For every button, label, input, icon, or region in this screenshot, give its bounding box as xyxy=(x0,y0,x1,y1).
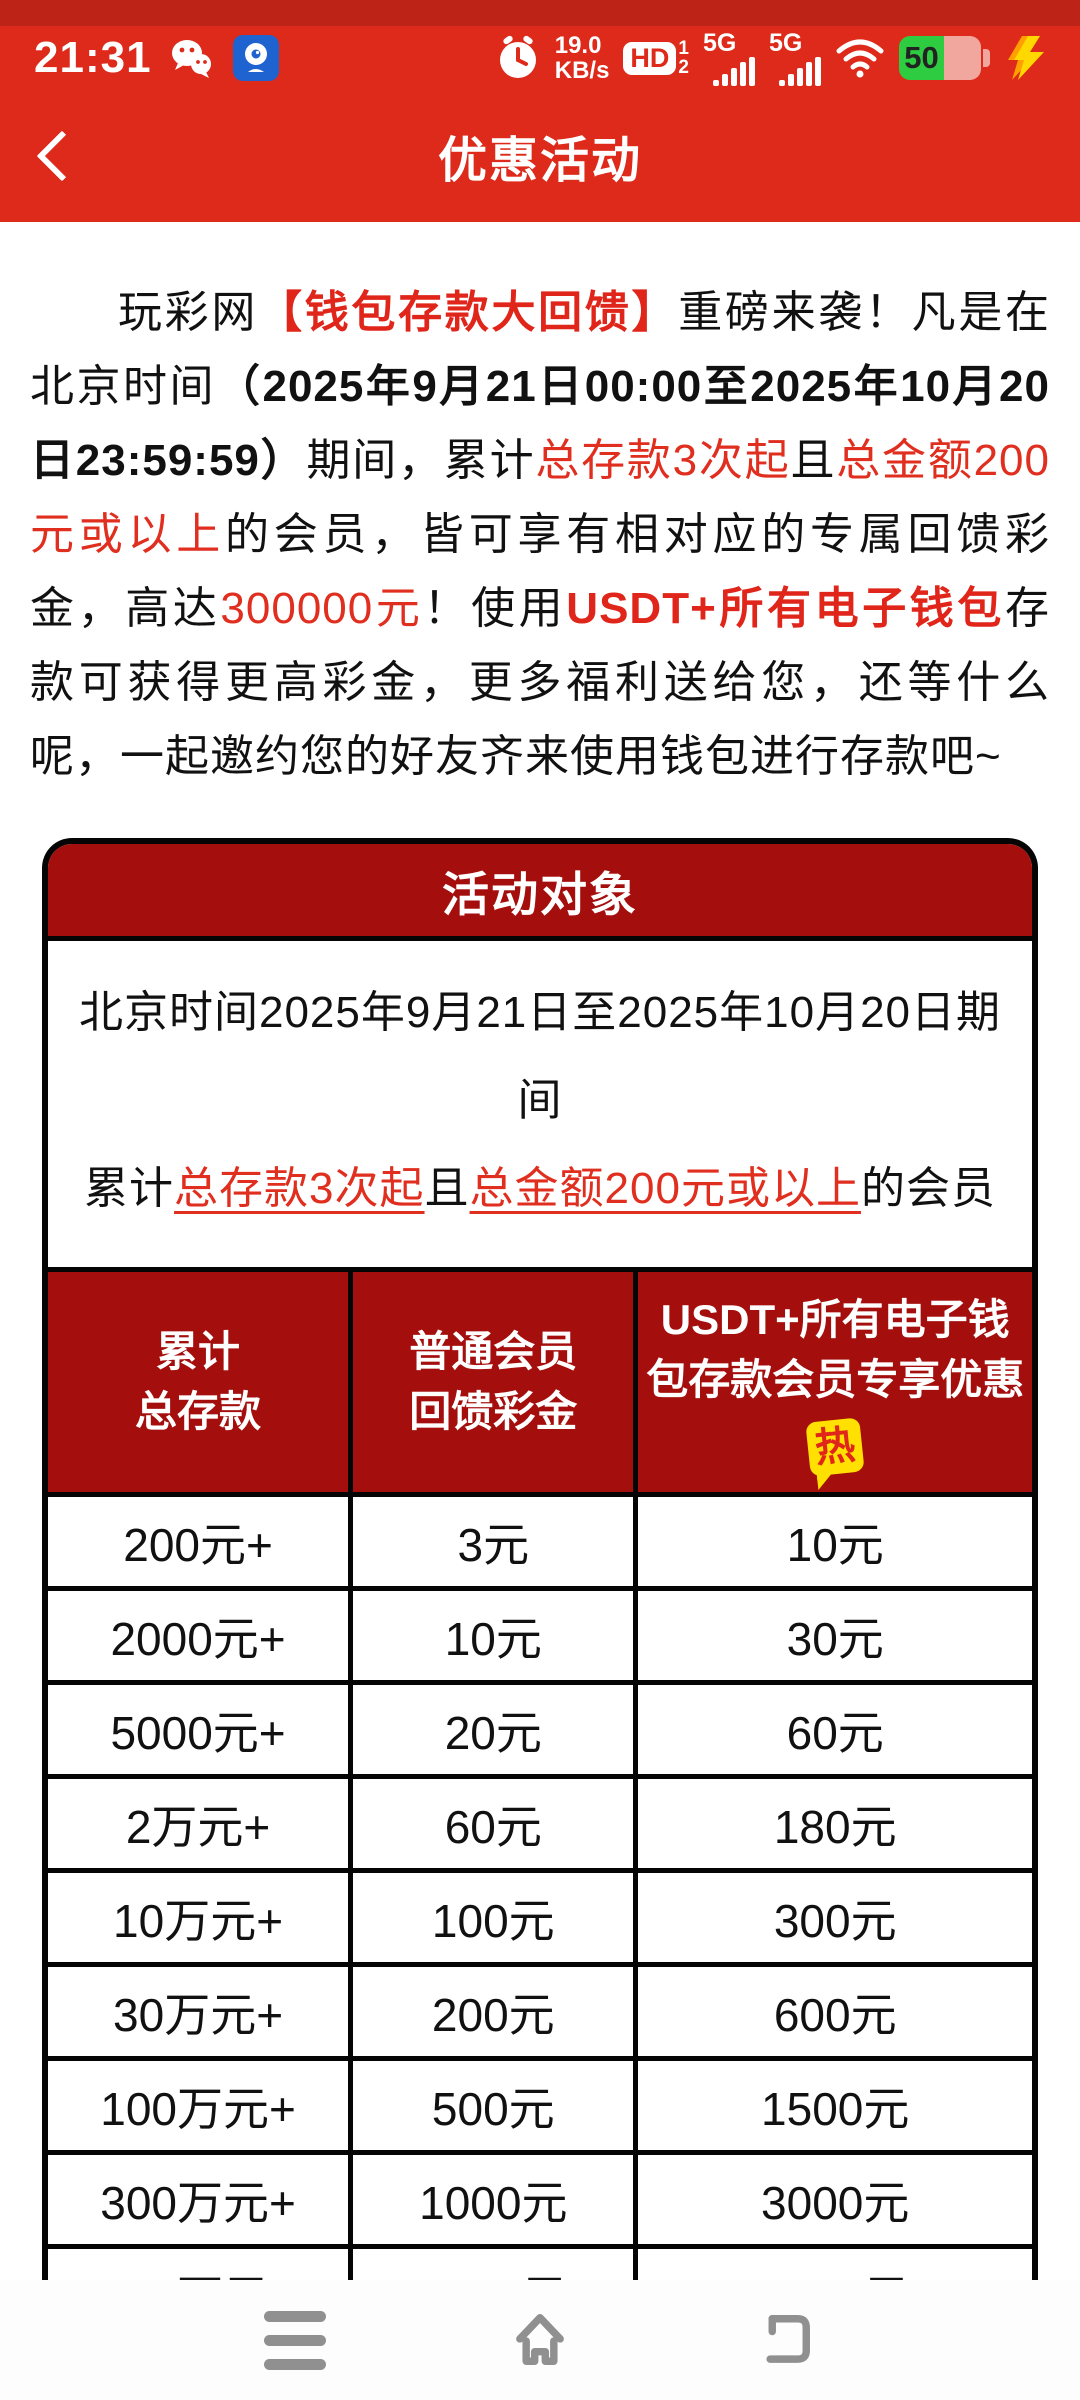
text-segment: 总金额200元或以上 xyxy=(30,436,1051,559)
table-cell: 2000元 xyxy=(348,2249,634,2280)
text-segment: USDT+所有电子钱包 xyxy=(566,584,1006,633)
text-segment: 存款可获得更高彩金，更多福利送给您，还等什么呢，一起邀约您的好友齐来使用钱包进行… xyxy=(30,584,1051,781)
promo-paragraph: 玩彩网【钱包存款大回馈】重磅来袭！凡是在北京时间（2025年9月21日00:00… xyxy=(30,276,1050,794)
back-icon xyxy=(766,2315,810,2363)
table-header-row: 累计 总存款 普通会员 回馈彩金 USDT+所有电子钱 包存款会员专享优惠热 xyxy=(48,1272,1032,1492)
sim1-signal-icon: 5G xyxy=(703,30,755,86)
text-segment: 且 xyxy=(790,436,837,485)
android-nav-bar xyxy=(0,2280,1080,2400)
text-segment: 期间，累计 xyxy=(306,436,536,485)
table-cell: 2000元+ xyxy=(48,1591,349,1680)
screen-recorder-icon xyxy=(232,34,280,82)
table-cell: 100万元+ xyxy=(48,2061,349,2150)
table-cell: 180元 xyxy=(633,1779,1032,1868)
home-icon xyxy=(516,2313,564,2365)
table-header-cell: USDT+所有电子钱 包存款会员专享优惠热 xyxy=(633,1272,1032,1492)
text-segment: 且 xyxy=(424,1164,470,1213)
clock-time: 21:31 xyxy=(34,33,152,82)
table-row: 2000元+ 10元 30元 xyxy=(48,1586,1032,1680)
table-row: 5000元+ 20元 60元 xyxy=(48,1680,1032,1774)
table-cell: 3000元 xyxy=(633,2155,1032,2244)
table-cell: 600元 xyxy=(633,1967,1032,2056)
activity-scope: 北京时间2025年9月21日至2025年10月20日期间 累计总存款3次起且总金… xyxy=(48,941,1032,1272)
table-cell: 600万元+ xyxy=(48,2249,349,2280)
table-cell: 20元 xyxy=(348,1685,634,1774)
table-cell: 300元 xyxy=(633,1873,1032,1962)
table-cell: 10万元+ xyxy=(48,1873,349,1962)
activity-scope-line1: 北京时间2025年9月21日至2025年10月20日期间 xyxy=(78,988,1002,1125)
text-segment: 累计 xyxy=(84,1164,175,1213)
sim2-signal-icon: 5G xyxy=(769,30,821,86)
table-cell: 30元 xyxy=(633,1591,1032,1680)
table-cell: 1000元 xyxy=(348,2155,634,2244)
table-body: 200元+ 3元 10元 2000元+ 10元 30元 5000元+ 20元 60元 2万元+ 60… xyxy=(48,1492,1032,2280)
table-cell: 6000元 xyxy=(633,2249,1032,2280)
text-segment: （2025年9月21日00:00至2025年10月20日23:59:59） xyxy=(30,362,1050,485)
charging-bolt-icon xyxy=(1004,34,1046,82)
activity-scope-line2: 累计总存款3次起且总金额200元或以上的会员 xyxy=(58,1145,1022,1233)
text-segment: 的会员 xyxy=(860,1164,996,1213)
hd-voice-icon: HD 1 2 xyxy=(623,39,689,77)
table-cell: 100元 xyxy=(348,1873,634,1962)
page-title: 优惠活动 xyxy=(437,133,642,188)
table-header-cell: 累计 总存款 xyxy=(135,1328,262,1435)
table-cell: 200元 xyxy=(348,1967,634,2056)
status-bar: 21:31 xyxy=(0,0,1080,90)
table-cell: 5000元+ xyxy=(48,1685,349,1774)
table-row: 300万元+ 1000元 3000元 xyxy=(48,2150,1032,2244)
content-area: 玩彩网【钱包存款大回馈】重磅来袭！凡是在北京时间（2025年9月21日00:00… xyxy=(0,222,1080,2280)
text-segment: ！使用 xyxy=(423,584,567,633)
table-cell: 2万元+ xyxy=(48,1779,349,1868)
network-speed: 19.0 KB/s xyxy=(554,32,610,84)
table-row: 30万元+ 200元 600元 xyxy=(48,1962,1032,2056)
app-bar: 优惠活动 xyxy=(0,90,1080,222)
table-cell: 10元 xyxy=(348,1591,634,1680)
table-cell: 300万元+ xyxy=(48,2155,349,2244)
table-row: 600万元+2000元6000元 xyxy=(48,2244,1032,2280)
table-cell: 200元+ xyxy=(48,1497,349,1586)
back-nav-button[interactable] xyxy=(750,2305,820,2375)
text-segment: 总金额200元或以上 xyxy=(469,1164,861,1213)
wechat-icon xyxy=(168,36,216,80)
menu-icon xyxy=(264,2310,326,2370)
text-segment: 重磅来袭！凡是在北京时间 xyxy=(30,288,1051,411)
table-header-cell: 普通会员 回馈彩金 xyxy=(348,1272,633,1492)
hot-icon: 热 xyxy=(805,1417,865,1477)
home-button[interactable] xyxy=(505,2305,575,2375)
table-cell: 1500元 xyxy=(633,2061,1032,2150)
text-segment: 【钱包存款大回馈】 xyxy=(258,288,679,337)
table-cell: 500元 xyxy=(348,2061,634,2150)
table-cell: 10元 xyxy=(633,1497,1032,1586)
rebate-table: 累计 总存款 普通会员 回馈彩金 USDT+所有电子钱 包存款会员专享优惠热 200… xyxy=(48,1272,1032,2280)
back-button[interactable] xyxy=(36,130,88,182)
table-row: 2万元+ 60元 180元 xyxy=(48,1774,1032,1868)
activity-card: 活动对象 北京时间2025年9月21日至2025年10月20日期间 累计总存款3… xyxy=(42,838,1038,2280)
table-cell: 60元 xyxy=(348,1779,634,1868)
table-cell: 60元 xyxy=(633,1685,1032,1774)
alarm-clock-icon xyxy=(495,35,541,81)
table-cell: 3元 xyxy=(348,1497,634,1586)
text-segment: 总存款3次起 xyxy=(174,1164,425,1213)
text-segment: 300000元 xyxy=(220,584,424,633)
table-row: 10万元+ 100元 300元 xyxy=(48,1868,1032,1962)
battery-icon: 50 xyxy=(899,36,990,80)
table-row: 200元+ 3元 10元 xyxy=(48,1492,1032,1586)
recent-apps-button[interactable] xyxy=(260,2305,330,2375)
text-segment: 的会员，皆可享有相对应的专属回馈彩金，高达 xyxy=(30,510,1050,633)
table-row: 100万元+ 500元 1500元 xyxy=(48,2056,1032,2150)
battery-percent: 50 xyxy=(899,36,945,80)
table-cell: 30万元+ xyxy=(48,1967,349,2056)
text-segment: 总存款3次起 xyxy=(535,436,791,485)
wifi-icon xyxy=(835,37,885,79)
text-segment: 玩彩网 xyxy=(118,288,259,337)
activity-card-title: 活动对象 xyxy=(48,844,1032,941)
